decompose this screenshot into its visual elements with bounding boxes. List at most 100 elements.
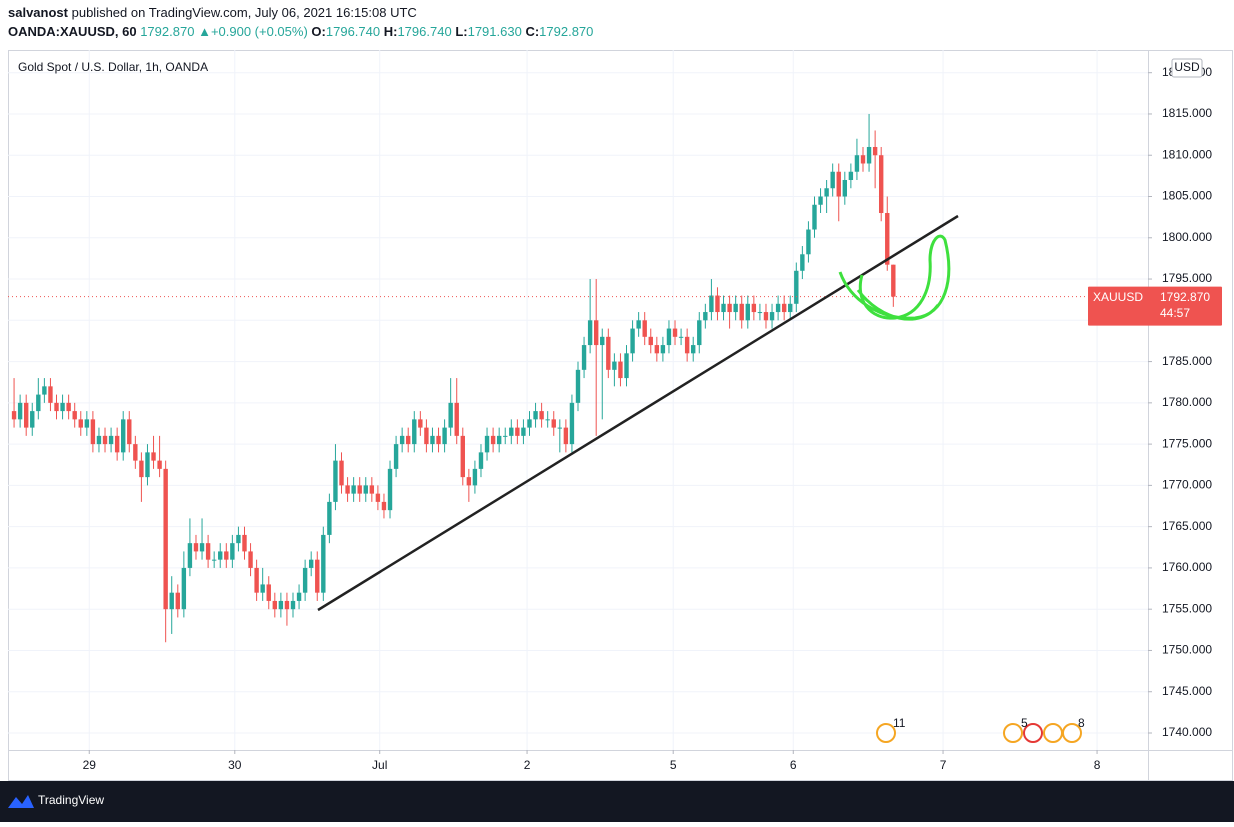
candle-body	[745, 303, 750, 321]
event-icon[interactable]	[1003, 723, 1023, 743]
candle-body	[78, 419, 83, 428]
candle-body	[848, 171, 854, 180]
candle-body	[800, 254, 805, 271]
candle-body	[375, 493, 381, 502]
brand: TradingView	[38, 793, 104, 807]
y-tick-label: 1750.000	[1162, 643, 1212, 657]
candle-body	[175, 592, 180, 610]
c-label: C:	[525, 24, 539, 39]
candle-body	[812, 204, 817, 230]
x-tick-label: 29	[83, 758, 97, 772]
hand-drawn-mark	[838, 234, 951, 321]
y-tick-label: 1800.000	[1162, 230, 1212, 244]
price-label-symbol: XAUUSD	[1093, 290, 1143, 304]
candle-body	[17, 402, 23, 420]
candle-body	[42, 386, 47, 395]
x-tick-label: 5	[670, 758, 677, 772]
header-line: salvanost published on TradingView.com, …	[8, 5, 417, 20]
candle-body	[885, 213, 890, 265]
event-icon[interactable]	[1062, 723, 1082, 743]
candle-body	[242, 534, 247, 552]
candle-body	[266, 584, 271, 601]
candle-body	[503, 435, 508, 437]
y-tick-label: 1755.000	[1162, 601, 1212, 615]
candle-body	[187, 543, 193, 568]
candle-body	[278, 600, 284, 610]
candle-body	[781, 303, 787, 313]
candle-body	[96, 435, 102, 445]
candle-body	[484, 435, 490, 453]
event-icon[interactable]	[876, 723, 896, 743]
candle-body	[618, 361, 623, 379]
currency-box[interactable]	[1171, 58, 1203, 78]
candle-body	[48, 386, 53, 403]
candle-body	[290, 600, 296, 610]
candle-body	[169, 592, 174, 610]
price-label-countdown: 44:57	[1160, 306, 1190, 320]
candle-body	[630, 328, 635, 354]
candles	[8, 113, 1148, 643]
candle-body	[333, 460, 338, 502]
candle-body	[727, 303, 732, 313]
candle-body	[424, 427, 429, 445]
candle-body	[842, 179, 848, 197]
x-tick-label: 8	[1094, 758, 1101, 772]
y-tick-label: 1745.000	[1162, 684, 1212, 698]
candle-body	[733, 303, 738, 313]
candle-body	[891, 264, 896, 297]
y-tick-label: 1815.000	[1162, 106, 1212, 120]
candle-body	[181, 567, 187, 610]
y-tick-label: 1805.000	[1162, 189, 1212, 203]
candle-body	[448, 402, 453, 428]
candle-body	[854, 155, 860, 172]
candle-body	[230, 543, 235, 560]
chart-title: Gold Spot / U.S. Dollar, 1h, OANDA	[18, 60, 208, 74]
price-label: XAUUSD 1792.870 44:57	[1088, 286, 1222, 326]
candle-body	[254, 567, 259, 593]
event-count: 11	[893, 716, 906, 730]
candle-body	[205, 543, 211, 560]
arrow: ▲	[198, 24, 211, 39]
y-tick-label: 1770.000	[1162, 478, 1212, 492]
candle-body	[248, 551, 253, 568]
candle-body	[72, 411, 77, 420]
candle-body	[418, 419, 423, 428]
candle-body	[412, 419, 417, 445]
low: 1791.630	[468, 24, 522, 39]
candle-body	[866, 146, 872, 164]
candle-body	[327, 501, 332, 535]
candle-body	[872, 146, 878, 156]
candle-body	[794, 270, 799, 304]
candle-body	[715, 295, 720, 313]
candle-body	[788, 303, 793, 313]
candle-body	[539, 411, 544, 420]
y-tick-label: 1760.000	[1162, 560, 1212, 574]
candle-body	[151, 452, 156, 461]
candle-body	[218, 551, 223, 560]
candle-body	[581, 345, 587, 370]
candle-body	[496, 435, 502, 445]
high: 1796.740	[397, 24, 451, 39]
ohlc-line: OANDA:XAUUSD, 60 1792.870 ▲+0.900 (+0.05…	[8, 24, 593, 39]
candle-body	[684, 336, 690, 354]
candle-body	[260, 584, 265, 593]
candle-body	[739, 303, 744, 321]
open: 1796.740	[326, 24, 380, 39]
candle-body	[23, 402, 29, 428]
candle-body	[672, 328, 678, 337]
event-icon[interactable]	[1043, 723, 1063, 743]
candle-body	[308, 559, 314, 568]
x-tick-label: 30	[228, 758, 242, 772]
event-icon[interactable]	[1023, 723, 1043, 743]
candle-body	[157, 460, 162, 469]
candle-body	[90, 419, 96, 445]
frame	[8, 50, 1233, 781]
y-tick-label: 1795.000	[1162, 271, 1212, 285]
candle-body	[757, 312, 763, 314]
candle-body	[272, 600, 278, 610]
y-tick-label: 1780.000	[1162, 395, 1212, 409]
candle-body	[521, 427, 526, 436]
y-tick-label: 1740.000	[1162, 725, 1212, 739]
candle-body	[121, 419, 126, 453]
